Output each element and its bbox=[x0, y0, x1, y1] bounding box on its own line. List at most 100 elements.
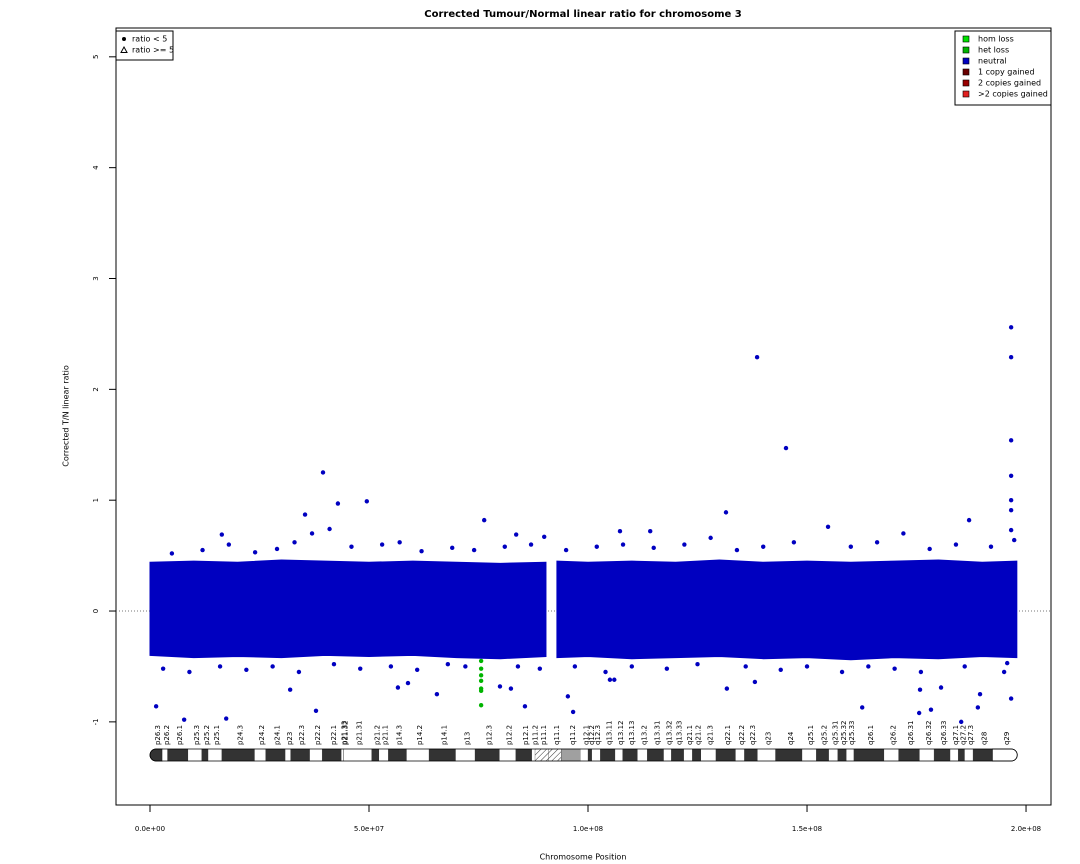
band-label: q23 bbox=[765, 732, 773, 745]
band-label: q12.1 bbox=[582, 725, 590, 745]
point bbox=[708, 535, 713, 541]
ideogram-band bbox=[379, 749, 389, 761]
ideogram-band bbox=[950, 749, 959, 761]
band-label: q26.33 bbox=[940, 721, 948, 745]
point bbox=[916, 710, 922, 716]
point bbox=[791, 540, 797, 545]
band-label: q27.2 bbox=[959, 725, 967, 745]
legend-label: 2 copies gained bbox=[978, 79, 1041, 88]
ideogram-band bbox=[580, 749, 589, 761]
ideogram-band bbox=[646, 748, 664, 762]
point bbox=[181, 717, 187, 722]
band-label: q12.3 bbox=[594, 725, 602, 745]
ideogram-band bbox=[474, 748, 500, 762]
band-label: q13.2 bbox=[640, 725, 648, 745]
point bbox=[302, 512, 308, 517]
band-label: q26.32 bbox=[925, 721, 933, 745]
x-tick-label: 5.0e+07 bbox=[354, 825, 384, 833]
x-tick-label: 0.0e+00 bbox=[135, 825, 165, 833]
band-label: q25.2 bbox=[821, 725, 829, 745]
point bbox=[327, 526, 332, 532]
band-label: p24.1 bbox=[273, 725, 281, 745]
point bbox=[648, 529, 653, 534]
ideogram-band bbox=[898, 748, 920, 762]
point bbox=[839, 669, 845, 675]
y-tick-label: -1 bbox=[92, 718, 100, 725]
plot-frame bbox=[115, 27, 1052, 806]
point bbox=[405, 680, 411, 686]
x-tick-label: 1.5e+08 bbox=[792, 825, 822, 833]
point bbox=[364, 499, 370, 504]
point bbox=[938, 685, 944, 690]
ideogram-band bbox=[388, 748, 407, 762]
point bbox=[629, 664, 635, 669]
band-label: q13.11 bbox=[606, 721, 614, 745]
band-label: p14.3 bbox=[395, 725, 403, 745]
legend-label: ratio >= 5 bbox=[132, 46, 174, 55]
point bbox=[866, 664, 871, 669]
ideogram-band bbox=[715, 748, 736, 762]
band-label: p25.3 bbox=[193, 725, 201, 745]
band-label: p24.2 bbox=[258, 725, 266, 745]
point bbox=[349, 544, 354, 549]
point bbox=[682, 542, 687, 547]
band-label: q12.2 bbox=[588, 725, 596, 745]
point bbox=[478, 658, 484, 664]
band-label: p21.2 bbox=[373, 725, 381, 745]
ideogram-band bbox=[884, 749, 899, 761]
point bbox=[651, 545, 656, 551]
ideogram-band bbox=[671, 748, 685, 762]
ideogram-band bbox=[692, 748, 702, 762]
point bbox=[752, 679, 758, 685]
legend-label: 1 copy gained bbox=[978, 68, 1035, 77]
band-label: q21.3 bbox=[706, 725, 714, 745]
point bbox=[734, 547, 740, 553]
band-label: p12.1 bbox=[522, 725, 530, 745]
point bbox=[200, 547, 205, 553]
point bbox=[743, 664, 748, 669]
legend-label: neutral bbox=[978, 57, 1007, 66]
band-label: q13.33 bbox=[676, 721, 684, 745]
ideogram-band bbox=[548, 748, 562, 762]
point bbox=[463, 664, 468, 669]
x-tick-label: 2.0e+08 bbox=[1011, 825, 1041, 833]
point bbox=[515, 664, 521, 669]
dense-points bbox=[149, 559, 1018, 661]
ideogram-band bbox=[591, 749, 601, 761]
point bbox=[395, 685, 401, 690]
legend-swatch bbox=[962, 90, 970, 98]
ideogram-band bbox=[919, 749, 935, 761]
point bbox=[331, 662, 337, 667]
y-tick-label: 1 bbox=[92, 498, 100, 502]
y-tick-label: 2 bbox=[92, 387, 100, 391]
point bbox=[603, 669, 608, 675]
ideogram-band bbox=[534, 748, 549, 762]
point bbox=[804, 664, 810, 669]
band-label: q13.31 bbox=[653, 721, 661, 745]
ideogram-band bbox=[683, 749, 693, 761]
point bbox=[1012, 537, 1017, 543]
band-label: q26.1 bbox=[867, 725, 875, 745]
band-label: p14.2 bbox=[416, 725, 424, 745]
ideogram-band bbox=[499, 749, 516, 761]
band-label: q25.31 bbox=[831, 721, 839, 745]
band-label: q13.32 bbox=[666, 721, 674, 745]
band-label: q25.32 bbox=[840, 721, 848, 745]
point bbox=[296, 669, 302, 675]
point bbox=[607, 677, 613, 682]
point bbox=[497, 684, 503, 689]
band-label: p11.1 bbox=[540, 725, 548, 745]
point bbox=[570, 709, 576, 715]
point bbox=[723, 510, 729, 515]
y-tick-label: 3 bbox=[92, 276, 100, 280]
band-label: q11.2 bbox=[569, 725, 577, 745]
ideogram-band bbox=[406, 749, 430, 761]
ideogram-band bbox=[455, 749, 476, 761]
point bbox=[783, 445, 789, 451]
band-label: q13.13 bbox=[628, 721, 636, 745]
band-label: p26.3 bbox=[154, 725, 162, 745]
point bbox=[502, 544, 507, 549]
ideogram-band bbox=[735, 749, 745, 761]
band-label: p22.3 bbox=[298, 725, 306, 745]
ideogram-band bbox=[957, 748, 965, 762]
